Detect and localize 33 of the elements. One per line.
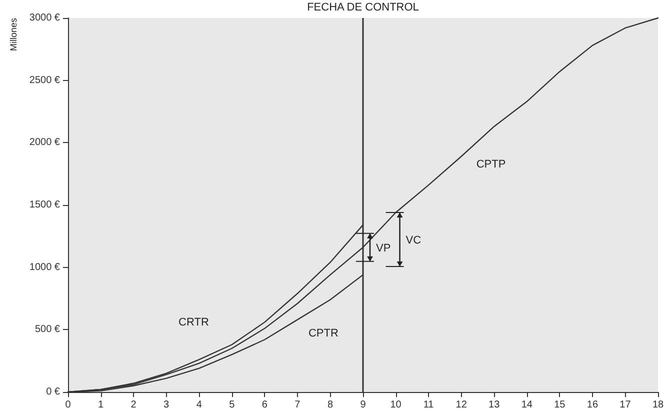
x-tick-label: 8 — [327, 400, 334, 410]
x-tick-label: 3 — [164, 400, 170, 410]
x-tick-label: 15 — [554, 400, 566, 410]
x-tick-label: 16 — [586, 400, 598, 410]
x-tick-label: 0 — [65, 400, 72, 410]
y-tick-label: 3000 € — [29, 12, 60, 24]
x-tick-label: 11 — [423, 400, 434, 410]
annotation: VC — [406, 234, 422, 246]
x-tick-label: 17 — [620, 400, 632, 410]
text: CRTR — [178, 316, 209, 329]
ref-line-label: FECHA DE CONTROL — [307, 2, 419, 14]
y-tick-label: 1500 € — [29, 200, 60, 210]
series-label: CPTR — [308, 328, 338, 340]
series-label: CPTP — [476, 158, 506, 170]
x-tick-label: 2 — [130, 400, 137, 410]
y-tick-label: 500 € — [34, 324, 60, 336]
y-tick-label: 1000 € — [29, 262, 60, 273]
y-tick-label: 0 € — [46, 386, 60, 398]
x-tick-label: 14 — [521, 400, 533, 410]
x-tick-label: 4 — [196, 400, 202, 410]
x-tick-label: 9 — [360, 400, 366, 410]
y-tick-label: 2500 € — [29, 74, 60, 86]
annotation: VP — [376, 242, 391, 254]
x-tick-label: 5 — [229, 400, 236, 410]
x-tick-label: 7 — [294, 400, 301, 410]
x-tick-label: 1 — [98, 400, 104, 410]
x-tick-label: 13 — [488, 400, 500, 410]
x-tick-label: 10 — [390, 400, 402, 410]
y-tick-label: 2000 € — [29, 137, 60, 148]
x-tick-label: 12 — [456, 400, 468, 410]
y-axis-title: Millones — [8, 18, 18, 52]
x-tick-label: 18 — [652, 400, 664, 410]
x-tick-label: 6 — [262, 400, 268, 410]
